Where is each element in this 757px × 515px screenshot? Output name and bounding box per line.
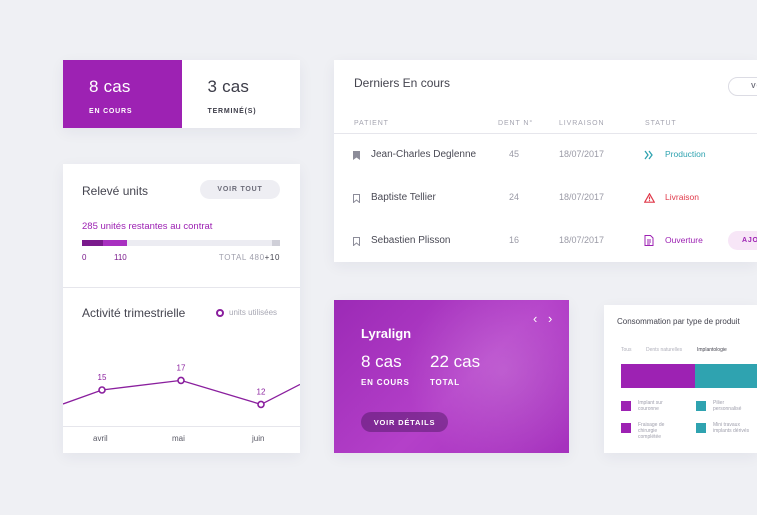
data-label: 12 xyxy=(257,387,266,396)
delivery-date: 18/07/2017 xyxy=(559,149,605,159)
total-prefix: TOTAL 480 xyxy=(218,253,265,262)
header-tooth: DENT N° xyxy=(498,120,534,127)
legend-label: units utilisées xyxy=(229,308,278,317)
table-row[interactable]: Sebastien Plisson 16 18/07/2017 Ouvertur… xyxy=(334,231,757,262)
legend-label: Mini travaux implants dérivés xyxy=(713,422,750,434)
in-progress-tab[interactable]: 8 cas EN COURS xyxy=(63,60,182,128)
bookmark-icon[interactable] xyxy=(353,194,360,203)
data-point[interactable] xyxy=(98,386,106,394)
header-delivery: LIVRAISON xyxy=(559,120,605,127)
add-button[interactable]: AJO xyxy=(728,231,757,250)
units-progress-extra xyxy=(272,240,280,246)
legend-swatch xyxy=(696,401,706,411)
patient-name: Jean-Charles Deglenne xyxy=(371,149,477,160)
view-all-button[interactable]: VOIR TOUT xyxy=(200,180,280,199)
background-photo xyxy=(389,300,569,453)
legend-label: Fraisage de chirurgie complétée xyxy=(638,422,665,440)
divider xyxy=(63,426,300,427)
chevron-left-icon[interactable]: ‹ xyxy=(533,311,538,326)
x-tick-label: mai xyxy=(172,434,185,443)
legend-item: Fraisage de chirurgie complétée xyxy=(621,422,678,440)
activity-legend: units utilisées xyxy=(216,308,277,317)
in-progress-label: EN COURS xyxy=(89,108,133,115)
consumption-title: Consommation par type de produit xyxy=(617,317,740,326)
production-icon xyxy=(644,150,653,160)
tab-implantology[interactable]: Implantologie xyxy=(697,347,727,353)
chevron-right-icon[interactable]: › xyxy=(548,311,553,326)
status-label: Production xyxy=(665,149,706,159)
divider xyxy=(63,287,300,288)
delivery-date: 18/07/2017 xyxy=(559,235,605,245)
table-row[interactable]: Jean-Charles Deglenne 45 18/07/2017 Prod… xyxy=(334,149,757,192)
legend-label: Pilier personnalisé xyxy=(713,400,742,412)
progress-total-label: TOTAL 480+10 xyxy=(219,253,280,262)
total-extra: +10 xyxy=(264,253,280,262)
legend-ring-icon xyxy=(216,308,224,317)
header-patient: PATIENT xyxy=(354,120,389,127)
legend-item: Mini travaux implants dérivés xyxy=(696,422,753,434)
legend-item: Implant sur couronne xyxy=(621,400,678,412)
x-tick-label: avril xyxy=(93,434,108,443)
units-progress-used-dark xyxy=(82,240,104,246)
status-label: Livraison xyxy=(665,192,700,202)
document-icon xyxy=(644,235,654,246)
progress-used-label: 110 xyxy=(114,253,127,262)
units-card: Relevé units VOIR TOUT 285 unités restan… xyxy=(63,164,300,453)
tab-natural-teeth[interactable]: Dents naturelles xyxy=(646,347,683,353)
table-row[interactable]: Baptiste Tellier 24 18/07/2017 Livraison xyxy=(334,192,757,235)
tooth-number: 24 xyxy=(509,192,520,202)
units-progress-used xyxy=(103,240,128,246)
table-title: Derniers En cours xyxy=(354,76,451,90)
done-label: TERMINÉ(S) xyxy=(207,108,257,115)
lyralign-total-label: TOTAL xyxy=(430,378,460,387)
patient-name: Sebastien Plisson xyxy=(371,235,451,246)
activity-line-chart: 15 17 12 xyxy=(63,363,300,409)
data-point[interactable] xyxy=(177,376,185,385)
view-button[interactable]: VO xyxy=(728,77,757,96)
legend-swatch xyxy=(621,401,631,411)
units-progress-bar xyxy=(82,240,280,246)
consumption-bar-segment xyxy=(695,364,757,388)
progress-start-label: 0 xyxy=(82,253,87,262)
legend-label: Implant sur couronne xyxy=(638,400,663,412)
data-label: 17 xyxy=(177,363,186,372)
units-title: Relevé units xyxy=(82,184,149,198)
recent-cases-table: Derniers En cours VO PATIENT DENT N° LIV… xyxy=(334,60,757,262)
lyralign-card: ‹ › Lyralign 8 cas 22 cas EN COURS TOTAL… xyxy=(334,300,569,453)
tooth-number: 16 xyxy=(509,235,520,245)
consumption-bar-segment xyxy=(621,364,695,388)
x-tick-label: juin xyxy=(252,434,265,443)
status-label: Ouverture xyxy=(665,235,703,245)
activity-title: Activité trimestrielle xyxy=(82,306,186,320)
lyralign-in-progress-count: 8 cas xyxy=(361,352,402,371)
data-point[interactable] xyxy=(257,400,265,409)
done-tab[interactable]: 3 cas TERMINÉ(S) xyxy=(182,60,301,128)
done-count: 3 cas xyxy=(207,77,250,96)
legend-swatch xyxy=(621,423,631,433)
tooth-number: 45 xyxy=(509,149,520,159)
header-divider xyxy=(334,133,757,134)
tab-all[interactable]: Tous xyxy=(621,347,632,353)
bookmark-icon[interactable] xyxy=(353,237,360,246)
lyralign-total-count: 22 cas xyxy=(430,352,481,371)
delivery-date: 18/07/2017 xyxy=(559,192,605,202)
consumption-card: Consommation par type de produit Tous De… xyxy=(604,305,757,453)
lyralign-title: Lyralign xyxy=(361,326,412,341)
bookmark-filled-icon[interactable] xyxy=(353,151,360,160)
legend-item: Pilier personnalisé xyxy=(696,400,753,412)
in-progress-count: 8 cas xyxy=(89,77,131,96)
warning-icon xyxy=(644,193,655,203)
lyralign-in-progress-label: EN COURS xyxy=(361,378,410,387)
units-remaining-text: 285 unités restantes au contrat xyxy=(82,221,213,232)
legend-swatch xyxy=(696,423,706,433)
view-details-button[interactable]: VOIR DÉTAILS xyxy=(361,412,448,432)
header-status: STATUT xyxy=(645,120,677,127)
data-label: 15 xyxy=(98,373,107,382)
patient-name: Baptiste Tellier xyxy=(371,192,436,203)
case-summary-card: 8 cas EN COURS 3 cas TERMINÉ(S) xyxy=(63,60,300,128)
